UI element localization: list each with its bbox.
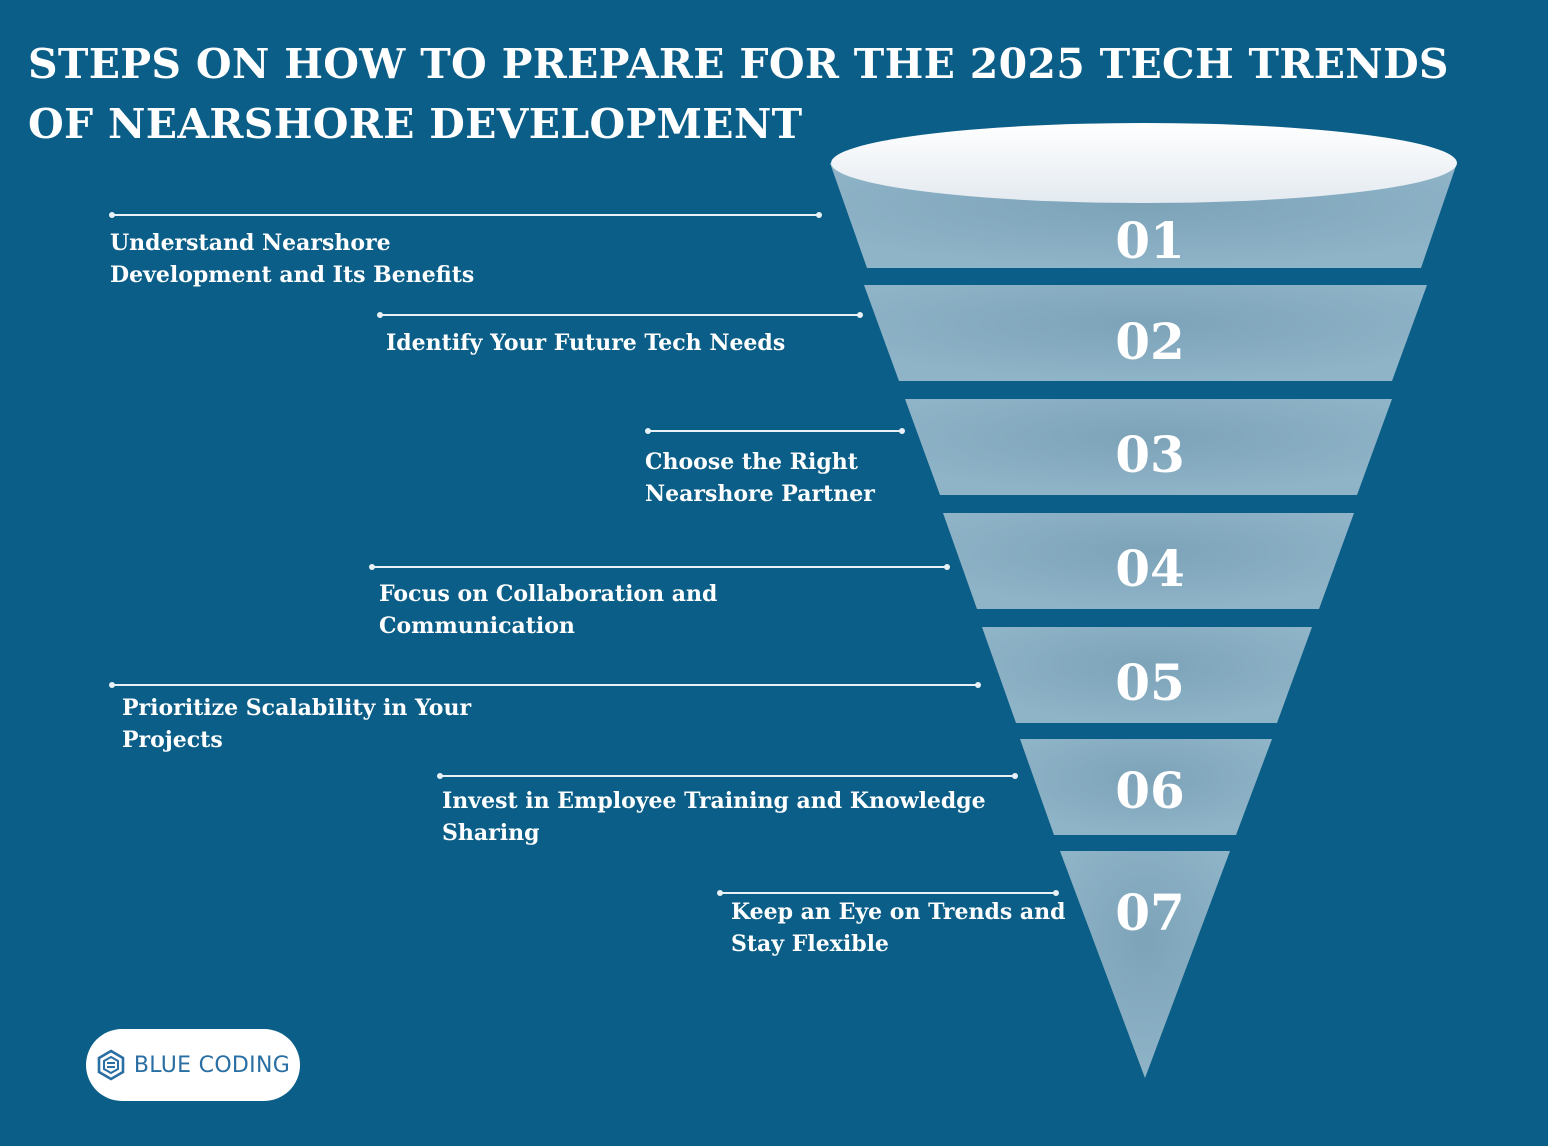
- funnel-segment-2: [864, 285, 1427, 381]
- step-7-number: 07: [1115, 883, 1185, 942]
- step-6-number: 06: [1115, 761, 1185, 820]
- step-6-connector: [437, 773, 1018, 779]
- step-7-connector: [717, 890, 1059, 896]
- step-5-connector: [109, 682, 981, 688]
- step-2-label: Identify Your Future Tech Needs: [386, 330, 786, 356]
- blue-coding-logo: BLUE CODING: [86, 1029, 300, 1101]
- step-4-label: Focus on Collaboration and Communication: [379, 581, 718, 639]
- hexagon-logo-icon: [97, 1049, 125, 1081]
- page-title: STEPS ON HOW TO PREPARE FOR THE 2025 TEC…: [28, 40, 1449, 148]
- funnel-segment-6: [1020, 739, 1272, 835]
- step-5-label: Prioritize Scalability in Your Projects: [122, 695, 472, 753]
- step-2-connector: [377, 312, 863, 318]
- logo-text: BLUE CODING: [133, 1052, 291, 1078]
- step-4-number: 04: [1115, 539, 1185, 598]
- step-1-number: 01: [1115, 211, 1185, 270]
- funnel-segment-4: [943, 513, 1354, 609]
- step-6-label: Invest in Employee Training and Knowledg…: [442, 788, 986, 846]
- step-3-connector: [645, 428, 905, 434]
- step-4-connector: [369, 564, 950, 570]
- step-1-connector: [109, 212, 822, 218]
- step-3-number: 03: [1115, 425, 1185, 484]
- step-1-label: Understand Nearshore Development and Its…: [110, 230, 475, 288]
- step-7-label: Keep an Eye on Trends and Stay Flexible: [731, 899, 1066, 957]
- step-3-label: Choose the Right Nearshore Partner: [645, 449, 875, 507]
- funnel-segment-7: [1060, 851, 1230, 1078]
- funnel-segment-5: [982, 627, 1312, 723]
- step-5-number: 05: [1115, 653, 1185, 712]
- step-2-number: 02: [1115, 312, 1185, 371]
- funnel-rim: [831, 123, 1457, 203]
- funnel-segment-3: [905, 399, 1392, 495]
